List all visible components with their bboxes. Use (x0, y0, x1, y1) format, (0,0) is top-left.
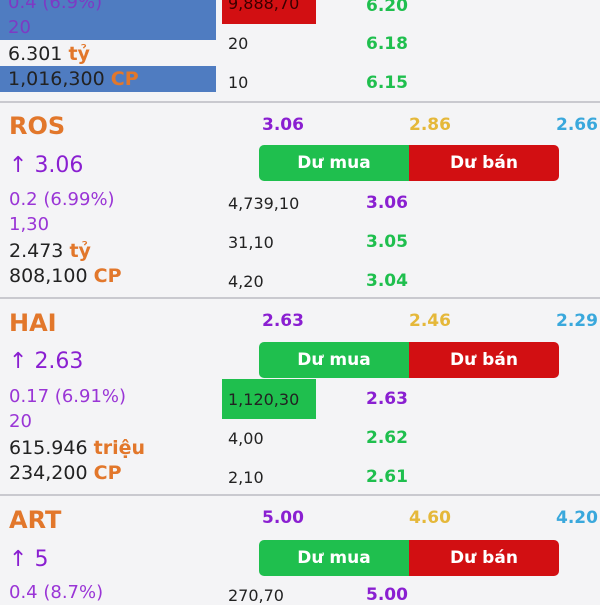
bid-price-1: 5.00 (366, 585, 408, 605)
arrow-up-icon: ↑ (9, 547, 28, 572)
change-line-2: 1,30 (9, 214, 50, 235)
value-traded: 6.301 tỷ (8, 43, 90, 65)
volume-traded: 234,200 CP (9, 462, 122, 484)
bid-volume-1: 4,739,10 (228, 194, 300, 213)
floor-price: 2.66 (556, 115, 598, 135)
bid-volume-1: 9,888,70 (228, 0, 300, 13)
stock-card-hai[interactable]: HAI 2.63 2.46 2.29 ↑ 2.63 Dư mua Dư bán … (0, 299, 600, 494)
reference-price: 2.46 (409, 311, 451, 331)
buy-surplus-button[interactable]: Dư mua (259, 540, 409, 576)
change-line-1: 0.4 (6.9%) (8, 0, 103, 13)
bid-volume-1: 1,120,30 (228, 390, 300, 409)
bid-volume-2: 31,10 (228, 233, 274, 252)
change-line-1: 0.2 (6.99%) (9, 189, 115, 210)
stock-symbol[interactable]: HAI (9, 309, 57, 337)
arrow-up-icon: ↑ (9, 153, 28, 178)
ceiling-price: 2.63 (262, 311, 304, 331)
divider (0, 494, 600, 496)
bid-volume-highlight (222, 379, 316, 419)
bid-price-3: 6.15 (366, 73, 408, 93)
buy-surplus-button[interactable]: Dư mua (259, 342, 409, 378)
change-line-2: 20 (9, 411, 32, 432)
bid-price-2: 2.62 (366, 428, 408, 448)
sell-surplus-button[interactable]: Dư bán (409, 342, 559, 378)
bid-price-1: 2.63 (366, 389, 408, 409)
bid-volume-highlight (222, 0, 316, 24)
bid-price-2: 6.18 (366, 34, 408, 54)
bid-price-2: 3.05 (366, 232, 408, 252)
change-line-1: 0.17 (6.91%) (9, 386, 127, 407)
divider (0, 101, 600, 103)
current-price: ↑ 2.63 (9, 349, 84, 374)
sell-surplus-button[interactable]: Dư bán (409, 145, 559, 181)
change-line-2: 20 (8, 17, 31, 38)
value-traded: 615.946 triệu (9, 437, 146, 459)
floor-price: 2.29 (556, 311, 598, 331)
value-traded: 2.473 tỷ (9, 240, 91, 262)
floor-price: 4.20 (556, 508, 598, 528)
current-price: ↑ 5 (9, 547, 49, 572)
divider (0, 297, 600, 299)
bid-price-3: 3.04 (366, 271, 408, 291)
reference-price: 4.60 (409, 508, 451, 528)
ceiling-price: 5.00 (262, 508, 304, 528)
bid-price-1: 6.20 (366, 0, 408, 16)
sell-surplus-button[interactable]: Dư bán (409, 540, 559, 576)
reference-price: 2.86 (409, 115, 451, 135)
ceiling-price: 3.06 (262, 115, 304, 135)
bid-volume-3: 2,10 (228, 468, 264, 487)
stock-card-art[interactable]: ART 5.00 4.60 4.20 ↑ 5 Dư mua Dư bán 0.4… (0, 496, 600, 605)
bid-volume-2: 20 (228, 34, 249, 53)
bid-volume-3: 4,20 (228, 272, 264, 291)
bid-price-1: 3.06 (366, 193, 408, 213)
arrow-up-icon: ↑ (9, 349, 28, 374)
stock-symbol[interactable]: ROS (9, 112, 66, 140)
stock-card-top-partial[interactable]: 0.4 (6.9%) 20 6.301 tỷ 1,016,300 CP 9,88… (0, 0, 600, 101)
stock-card-ros[interactable]: ROS 3.06 2.86 2.66 ↑ 3.06 Dư mua Dư bán … (0, 103, 600, 297)
volume-highlight (0, 66, 216, 92)
bid-volume-1: 270,70 (228, 586, 284, 605)
change-line-1: 0.4 (8.7%) (9, 582, 104, 603)
volume-traded: 808,100 CP (9, 265, 122, 287)
bid-volume-2: 4,00 (228, 429, 264, 448)
bid-volume-3: 10 (228, 73, 249, 92)
current-price: ↑ 3.06 (9, 153, 84, 178)
stock-symbol[interactable]: ART (9, 506, 62, 534)
bid-price-3: 2.61 (366, 467, 408, 487)
buy-surplus-button[interactable]: Dư mua (259, 145, 409, 181)
volume-traded: 1,016,300 CP (8, 68, 139, 90)
change-highlight (0, 0, 216, 40)
